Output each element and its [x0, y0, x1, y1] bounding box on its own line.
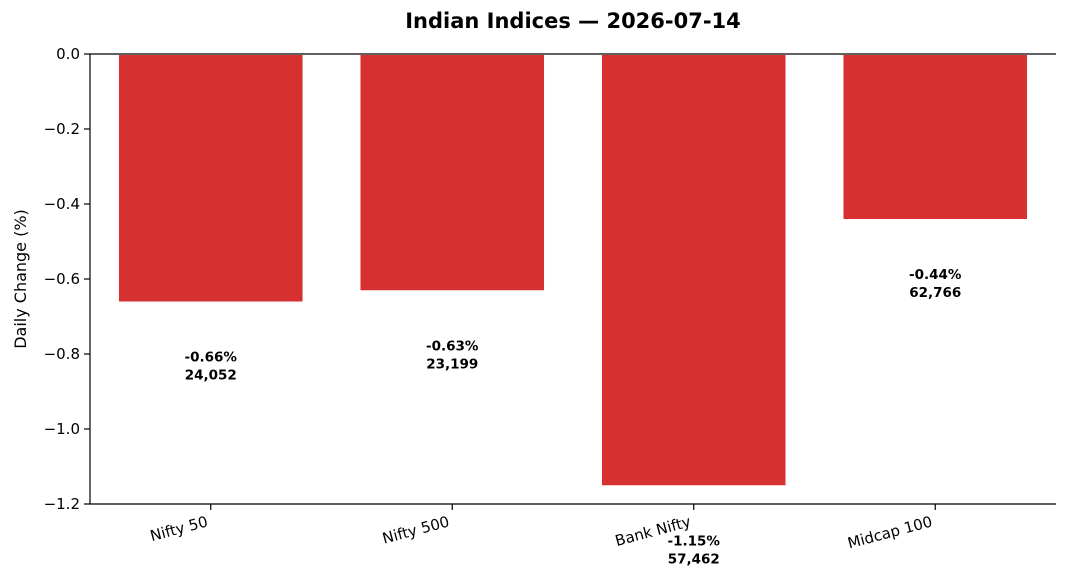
- data-label-pct-1: -0.63%: [426, 338, 479, 354]
- data-labels-group: -0.66% 24,052 -0.63% 23,199 -1.15% 57,462 -0.4…: [185, 267, 962, 567]
- y-tick-label-6: −1.2: [44, 495, 80, 513]
- y-tick-label-5: −1.0: [44, 420, 80, 438]
- y-axis-label: Daily Change (%): [11, 209, 30, 349]
- y-tick-label-1: −0.2: [44, 120, 80, 138]
- data-label-level-1: 23,199: [426, 356, 478, 372]
- x-tick-label-0: Nifty 50: [148, 512, 210, 545]
- data-label-level-3: 62,766: [909, 285, 961, 301]
- x-tick-label-1: Nifty 500: [380, 512, 451, 547]
- data-label-pct-3: -0.44%: [909, 267, 962, 283]
- bar-3: [843, 55, 1028, 219]
- y-tick-label-0: 0.0: [56, 45, 80, 63]
- bar-1: [360, 55, 545, 291]
- y-axis: 0.0 −0.2 −0.4 −0.6 −0.8 −1.0 −1.2: [44, 45, 90, 513]
- data-label-pct-0: -0.66%: [185, 350, 238, 366]
- data-label-pct-2: -1.15%: [668, 533, 721, 549]
- x-tick-label-3: Midcap 100: [846, 512, 935, 552]
- y-tick-label-3: −0.6: [44, 270, 80, 288]
- data-label-level-0: 24,052: [185, 368, 237, 384]
- y-tick-label-4: −0.8: [44, 345, 80, 363]
- bars-group: [118, 55, 1028, 486]
- bar-0: [118, 55, 303, 302]
- bar-2: [601, 55, 786, 486]
- y-tick-label-2: −0.4: [44, 195, 80, 213]
- data-label-level-2: 57,462: [668, 551, 720, 567]
- x-axis: Nifty 50 Nifty 500 Bank Nifty Midcap 100: [148, 504, 936, 552]
- chart-title: Indian Indices — 2026-07-14: [405, 9, 741, 33]
